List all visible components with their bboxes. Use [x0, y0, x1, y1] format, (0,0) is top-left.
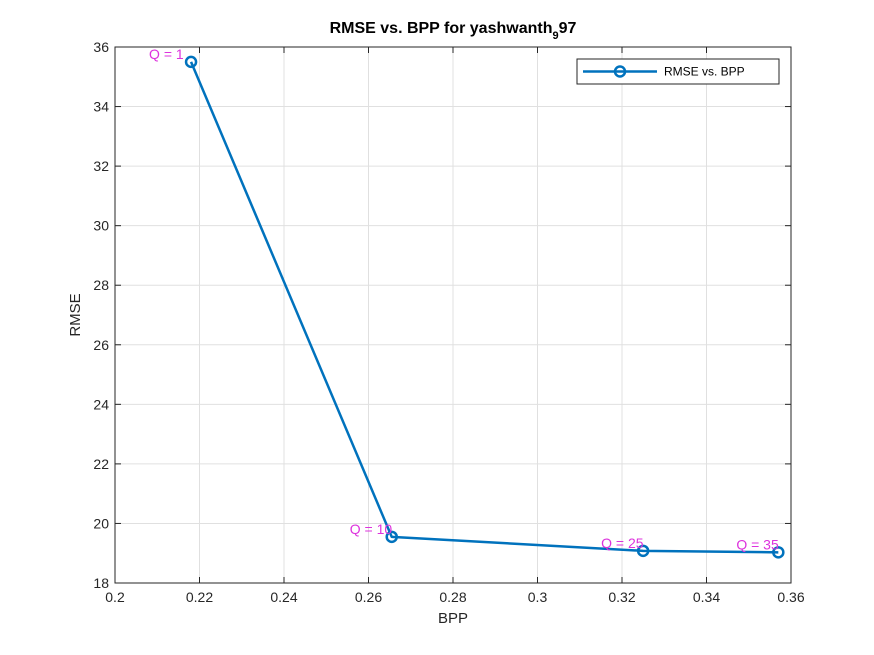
- point-annotation: Q = 25: [601, 535, 644, 551]
- x-axis: 0.2 0.22 0.24 0.26 0.28 0.3 0.32 0.34 0.36: [105, 47, 805, 605]
- point-annotation: Q = 1: [149, 46, 184, 62]
- data-point: [184, 55, 198, 69]
- y-tick-label: 20: [93, 515, 109, 531]
- point-annotation: Q = 35: [736, 536, 779, 552]
- series-layer: [184, 55, 785, 559]
- y-axis-label: RMSE: [67, 293, 84, 336]
- x-tick-label: 0.36: [777, 589, 804, 605]
- series-line: [189, 61, 779, 554]
- y-tick-label: 24: [93, 396, 109, 412]
- legend: RMSE vs. BPP: [576, 58, 780, 85]
- legend-marker: [613, 65, 627, 78]
- chart-title-subscript: 9: [552, 30, 558, 42]
- data-point: [636, 544, 650, 558]
- x-tick-label: 0.3: [528, 589, 548, 605]
- y-tick-label: 32: [93, 158, 109, 174]
- y-tick-label: 26: [93, 337, 109, 353]
- y-axis: 18 20 22 24 26 28 30 32 34 36: [93, 39, 791, 591]
- x-tick-label: 0.26: [355, 589, 382, 605]
- point-annotation: Q = 10: [350, 521, 393, 537]
- x-tick-label: 0.32: [608, 589, 635, 605]
- y-tick-label: 34: [93, 99, 109, 115]
- x-tick-label: 0.34: [693, 589, 720, 605]
- y-tick-label: 28: [93, 277, 109, 293]
- x-tick-label: 0.22: [186, 589, 213, 605]
- y-tick-label: 30: [93, 218, 109, 234]
- x-tick-label: 0.24: [270, 589, 297, 605]
- chart-title: RMSE vs. BPP for yashwanth997: [330, 20, 577, 42]
- data-point: [772, 546, 785, 559]
- data-point: [385, 530, 398, 544]
- chart-title-suffix: 97: [559, 20, 577, 37]
- x-tick-label: 0.28: [439, 589, 466, 605]
- y-tick-label: 18: [93, 575, 109, 591]
- annotations-layer: Q = 1 Q = 10 Q = 25 Q = 35: [149, 46, 779, 552]
- chart-title-main: RMSE vs. BPP for yashwanth: [330, 20, 553, 37]
- x-tick-label: 0.2: [105, 589, 125, 605]
- legend-entry: RMSE vs. BPP: [664, 65, 745, 79]
- y-tick-label: 22: [93, 456, 109, 472]
- y-tick-label: 36: [93, 39, 109, 55]
- x-axis-label: BPP: [438, 610, 468, 627]
